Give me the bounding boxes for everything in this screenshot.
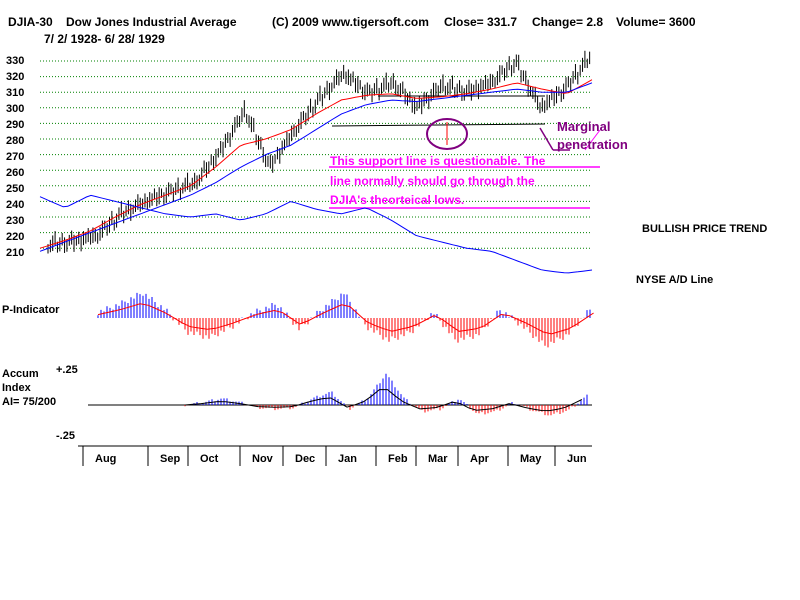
accum-bottom-label: -.25	[56, 430, 75, 442]
support-annotation-line-3: DJIA's theorteical lows.	[330, 193, 465, 207]
y-tick-label: 220	[6, 231, 25, 243]
support-annotation-line-1: This support line is questionable. The	[330, 154, 546, 168]
y-tick-label: 280	[6, 135, 25, 147]
change-label: Change=	[532, 15, 584, 29]
y-tick-label: 310	[6, 87, 25, 99]
support-annotation-line-2: line normally should go through the	[330, 174, 535, 188]
close-readout: Close= 331.7	[444, 15, 517, 29]
month-label: Feb	[388, 453, 408, 465]
support-lines	[329, 95, 601, 209]
marginal-annotation-2: penetration	[557, 137, 628, 152]
month-label: Sep	[160, 453, 180, 465]
y-tick-label: 290	[6, 119, 25, 131]
marginal-pointer	[539, 127, 554, 151]
accum-ma	[184, 389, 583, 412]
p-indicator-label: P-Indicator	[2, 304, 60, 316]
close-label: Close=	[444, 15, 484, 29]
y-tick-label: 320	[6, 71, 25, 83]
y-tick-label: 260	[6, 167, 25, 179]
index-label: Index	[2, 382, 31, 394]
p-indicator-panel	[97, 292, 594, 348]
ad-line	[39, 194, 593, 274]
y-tick-label: 300	[6, 103, 25, 115]
month-label: Oct	[200, 453, 219, 465]
bullish-label: BULLISH PRICE TREND	[642, 223, 768, 235]
month-label: Apr	[470, 453, 490, 465]
price-grid	[40, 60, 592, 249]
ma-red-line	[39, 79, 593, 249]
change-readout: Change= 2.8	[532, 15, 603, 29]
y-tick-label: 270	[6, 151, 25, 163]
month-label: Dec	[295, 453, 315, 465]
volume-readout: Volume= 3600	[616, 15, 696, 29]
marginal-annotation-1: Marginal	[557, 119, 611, 134]
month-label: Aug	[95, 453, 116, 465]
support-line	[331, 123, 546, 127]
volume-value: 3600	[668, 15, 696, 29]
ma-blue-line	[39, 82, 593, 252]
change-value: 2.8	[586, 15, 604, 29]
month-label: May	[520, 453, 542, 465]
y-tick-label: 250	[6, 183, 25, 195]
y-tick-label: 330	[6, 55, 25, 67]
ticker-symbol: DJIA-30	[8, 15, 53, 29]
annotation-connector	[584, 129, 601, 151]
month-label: Jun	[567, 453, 587, 465]
month-axis: Aug Sep Oct Nov Dec Jan Feb Mar Apr May Jun	[78, 445, 592, 466]
ad-line-label: NYSE A/D Line	[636, 274, 714, 286]
copyright: (C) 2009 www.tigersoft.com	[272, 15, 429, 29]
y-tick-label: 210	[6, 247, 25, 259]
y-tick-label: 230	[6, 215, 25, 227]
index-name: Dow Jones Industrial Average	[66, 15, 237, 29]
accum-label: Accum	[2, 368, 39, 380]
month-label: Nov	[252, 453, 274, 465]
accum-index-panel	[88, 373, 592, 416]
ai-label: AI= 75/200	[2, 396, 57, 408]
y-tick-label: 240	[6, 199, 25, 211]
p-indicator-ma	[97, 303, 594, 335]
date-range: 7/ 2/ 1928- 6/ 28/ 1929	[44, 32, 165, 46]
penetration-circle	[426, 118, 468, 150]
volume-label: Volume=	[616, 15, 666, 29]
month-label: Mar	[428, 453, 448, 465]
accum-top-label: +.25	[56, 364, 78, 376]
close-value: 331.7	[487, 15, 518, 29]
series-layer	[39, 50, 593, 274]
month-label: Jan	[338, 453, 357, 465]
